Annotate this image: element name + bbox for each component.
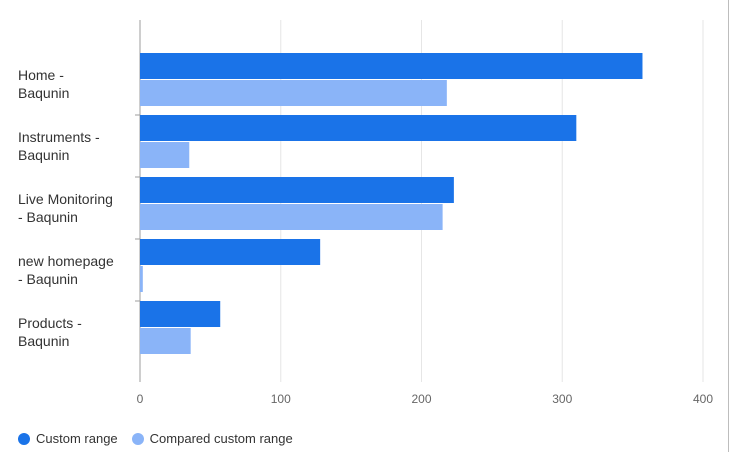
bar-compared-custom-range-3[interactable]: [140, 266, 143, 292]
legend-item-custom-range[interactable]: Custom range: [18, 431, 118, 446]
x-tick-label-0: 0: [137, 392, 144, 406]
category-label: new homepage - Baqunin: [18, 253, 114, 287]
legend: Custom range Compared custom range: [18, 431, 307, 446]
bar-compared-custom-range-4[interactable]: [140, 328, 191, 354]
bar-custom-range-0[interactable]: [140, 53, 643, 79]
x-tick-label-200: 200: [411, 392, 431, 406]
x-tick-label-300: 300: [552, 392, 572, 406]
legend-dot-custom-range: [18, 432, 30, 445]
category-label: Products - Baqunin: [18, 315, 82, 349]
legend-label-custom-range: Custom range: [36, 431, 118, 446]
bar-custom-range-1[interactable]: [140, 115, 577, 141]
x-tick-label-400: 400: [693, 392, 713, 406]
bar-custom-range-2[interactable]: [140, 177, 454, 203]
bar-compared-custom-range-2[interactable]: [140, 204, 443, 230]
category-label: Instruments - Baqunin: [18, 129, 100, 163]
bar-custom-range-4[interactable]: [140, 301, 221, 327]
panel-border: [728, 0, 729, 452]
category-label: Home - Baqunin: [18, 67, 70, 101]
category-label: Live Monitoring - Baqunin: [18, 191, 113, 225]
legend-item-compared-custom-range[interactable]: Compared custom range: [131, 431, 293, 446]
bar-compared-custom-range-0[interactable]: [140, 80, 447, 106]
legend-dot-compared-custom-range: [131, 432, 144, 445]
bar-custom-range-3[interactable]: [140, 239, 321, 265]
legend-label-compared-custom-range: Compared custom range: [149, 431, 293, 446]
x-tick-label-100: 100: [271, 392, 291, 406]
bar-compared-custom-range-1[interactable]: [140, 142, 190, 168]
